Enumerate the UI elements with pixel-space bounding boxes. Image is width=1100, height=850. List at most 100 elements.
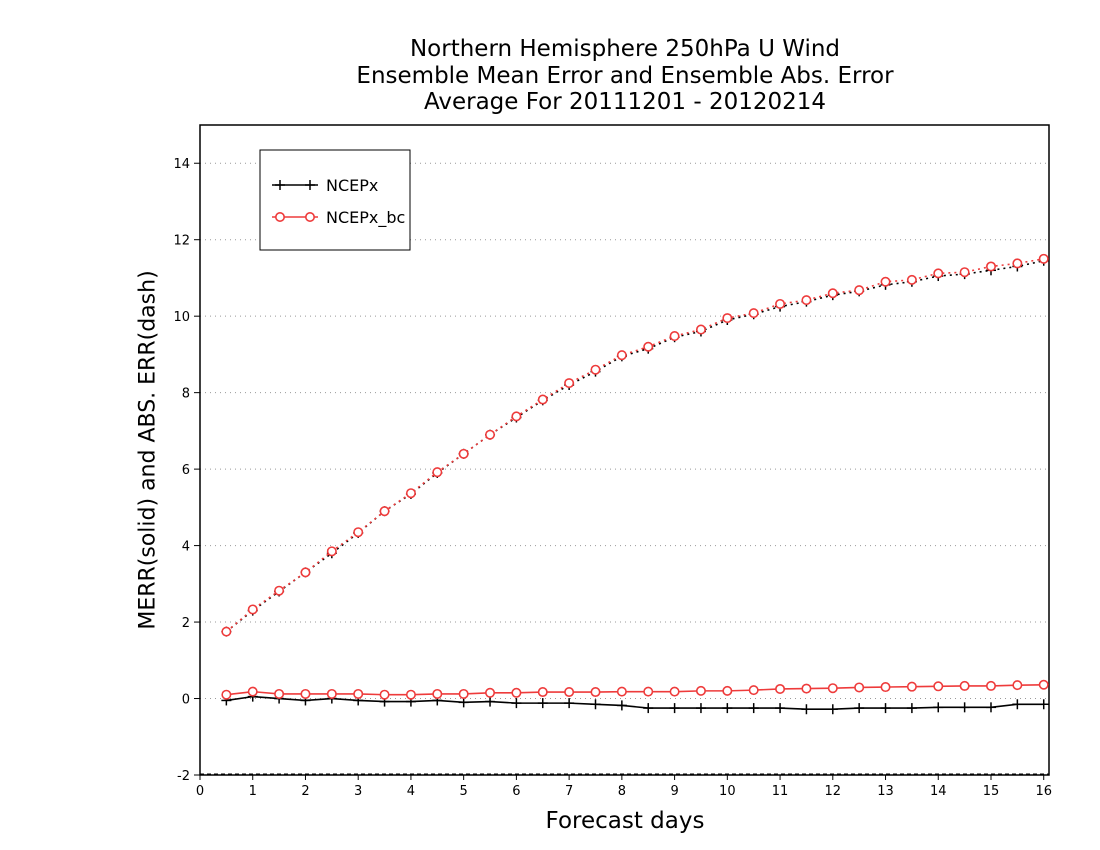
series-ncepx-merr-point	[537, 698, 548, 709]
series-ncepx-merr-point	[485, 696, 496, 707]
series-ncepx-merr-point	[880, 703, 891, 714]
series-ncepx-bc-abs-err-point	[775, 298, 786, 309]
series-ncepx-bc-merr-point	[1012, 680, 1023, 691]
series-ncepx-bc-merr-point	[379, 689, 390, 700]
y-tick-label-4: 4	[182, 540, 190, 555]
series-ncepx-merr-point	[616, 700, 627, 711]
series-ncepx-bc-merr-point	[616, 686, 627, 697]
series-ncepx-bc-abs-err-point	[405, 488, 416, 499]
x-axis-label: Forecast days	[545, 808, 705, 834]
series-ncepx-bc-merr-point	[775, 683, 786, 694]
series-ncepx-merr-point	[669, 703, 680, 714]
series-ncepx-bc-merr-point	[695, 685, 706, 696]
legend-marker-ncepx-b	[305, 180, 315, 190]
chart-title-line-3: Average For 20111201 - 20120214	[423, 89, 827, 115]
series-ncepx-bc-merr-point	[801, 683, 812, 694]
series-ncepx-bc-abs-err-point	[1038, 253, 1049, 264]
y-tick-label-6: 6	[182, 463, 190, 478]
series-ncepx-bc-abs-err-point	[880, 276, 891, 287]
series-ncepx-bc-merr-point	[537, 687, 548, 698]
series-ncepx-merr-point	[933, 702, 944, 713]
y-tick-label--2: -2	[177, 769, 190, 784]
x-tick-label-10: 10	[719, 784, 736, 799]
series-ncepx-bc-merr-line	[226, 683, 1044, 696]
series-ncepx-bc-merr-point	[300, 688, 311, 699]
x-tick-label-8: 8	[618, 784, 626, 799]
series-ncepx-bc-merr-point	[247, 686, 258, 697]
series-ncepx-bc-merr-point	[985, 680, 996, 691]
x-tick-label-15: 15	[983, 784, 1000, 799]
series-ncepx-bc-merr-point	[933, 681, 944, 692]
y-tick-label-8: 8	[182, 387, 190, 402]
x-tick-label-1: 1	[249, 784, 257, 799]
series-ncepx-bc-abs-err-point	[511, 411, 522, 422]
legend-marker-ncepx-bc-a	[274, 212, 285, 223]
series-ncepx-bc-merr-point	[274, 688, 285, 699]
y-tick-label-10: 10	[173, 310, 190, 325]
x-tick-label-2: 2	[301, 784, 309, 799]
series-ncepx-bc-abs-err-point	[274, 585, 285, 596]
series-ncepx-merr-point	[801, 704, 812, 715]
series-ncepx-bc-merr-point	[405, 689, 416, 700]
series-ncepx-bc-abs-err-point	[801, 295, 812, 306]
x-tick-label-12: 12	[825, 784, 842, 799]
series-ncepx-bc-merr-point	[458, 688, 469, 699]
series-ncepx-bc-abs-err-point	[985, 261, 996, 272]
legend-marker-ncepx-a	[275, 180, 285, 190]
series-ncepx-bc-merr-point	[854, 682, 865, 693]
series-ncepx-bc-abs-err-point	[353, 527, 364, 538]
series-ncepx-bc-merr-point	[906, 681, 917, 692]
series-ncepx-bc-abs-err-point	[485, 429, 496, 440]
series-ncepx-bc-merr-point	[669, 686, 680, 697]
series-ncepx-bc-abs-err-point	[748, 308, 759, 319]
x-tick-label-11: 11	[772, 784, 789, 799]
y-axis-label: MERR(solid) and ABS. ERR(dash)	[135, 270, 161, 630]
x-tick-label-9: 9	[670, 784, 678, 799]
series-ncepx-merr-point	[695, 703, 706, 714]
series-ncepx-bc-merr-point	[827, 683, 838, 694]
series-ncepx-bc-merr-point	[353, 688, 364, 699]
series-ncepx-bc-abs-err-point	[722, 313, 733, 324]
series-ncepx-bc-merr-point	[1038, 679, 1049, 690]
legend-label-ncepx-bc: NCEPx_bc	[326, 208, 405, 228]
series-ncepx-bc-abs-err-point	[221, 626, 232, 637]
series-ncepx-merr-point	[590, 699, 601, 710]
series-ncepx-bc-abs-err-point	[643, 341, 654, 352]
series-ncepx-bc-merr-point	[511, 687, 522, 698]
series-ncepx-bc-abs-err-point	[590, 364, 601, 375]
series-ncepx-bc-abs-err-point	[458, 448, 469, 459]
series-ncepx-bc-abs-err-line	[225, 258, 1044, 633]
legend-marker-ncepx-bc-b	[304, 212, 315, 223]
series-ncepx-merr-point	[906, 703, 917, 714]
legend-box	[259, 149, 411, 251]
series-ncepx-merr-point	[458, 697, 469, 708]
series-ncepx-bc-abs-err-point	[300, 567, 311, 578]
x-tick-label-3: 3	[354, 784, 362, 799]
series-ncepx-bc-abs-err-point	[432, 467, 443, 478]
series-ncepx-bc-abs-err-point	[906, 274, 917, 285]
x-tick-label-0: 0	[196, 784, 204, 799]
series-ncepx-bc-abs-err-point	[933, 268, 944, 279]
series-ncepx-merr-point	[1038, 699, 1049, 710]
x-tick-label-5: 5	[460, 784, 468, 799]
y-tick-label-2: 2	[182, 616, 190, 631]
series-ncepx-bc-abs-err-point	[564, 378, 575, 389]
series-ncepx-bc-merr-point	[880, 682, 891, 693]
series-ncepx-bc-merr-point	[722, 685, 733, 696]
x-tick-label-6: 6	[512, 784, 520, 799]
series-ncepx-bc-abs-err-point	[379, 506, 390, 517]
x-tick-label-7: 7	[565, 784, 573, 799]
series-ncepx-bc-merr-point	[564, 687, 575, 698]
series-ncepx-bc-merr-point	[326, 688, 337, 699]
legend-label-ncepx: NCEPx	[326, 176, 378, 195]
series-ncepx-bc-merr-point	[748, 685, 759, 696]
series-ncepx-bc-abs-err-point	[854, 285, 865, 296]
series-ncepx-bc-abs-err-point	[326, 546, 337, 557]
series-ncepx-merr-point	[748, 703, 759, 714]
series-ncepx-merr-point	[511, 698, 522, 709]
series-ncepx-merr-point	[827, 704, 838, 715]
series-ncepx-bc-abs-err-point	[827, 288, 838, 299]
x-tick-label-4: 4	[407, 784, 415, 799]
chart-title-line-1: Northern Hemisphere 250hPa U Wind	[409, 36, 841, 62]
